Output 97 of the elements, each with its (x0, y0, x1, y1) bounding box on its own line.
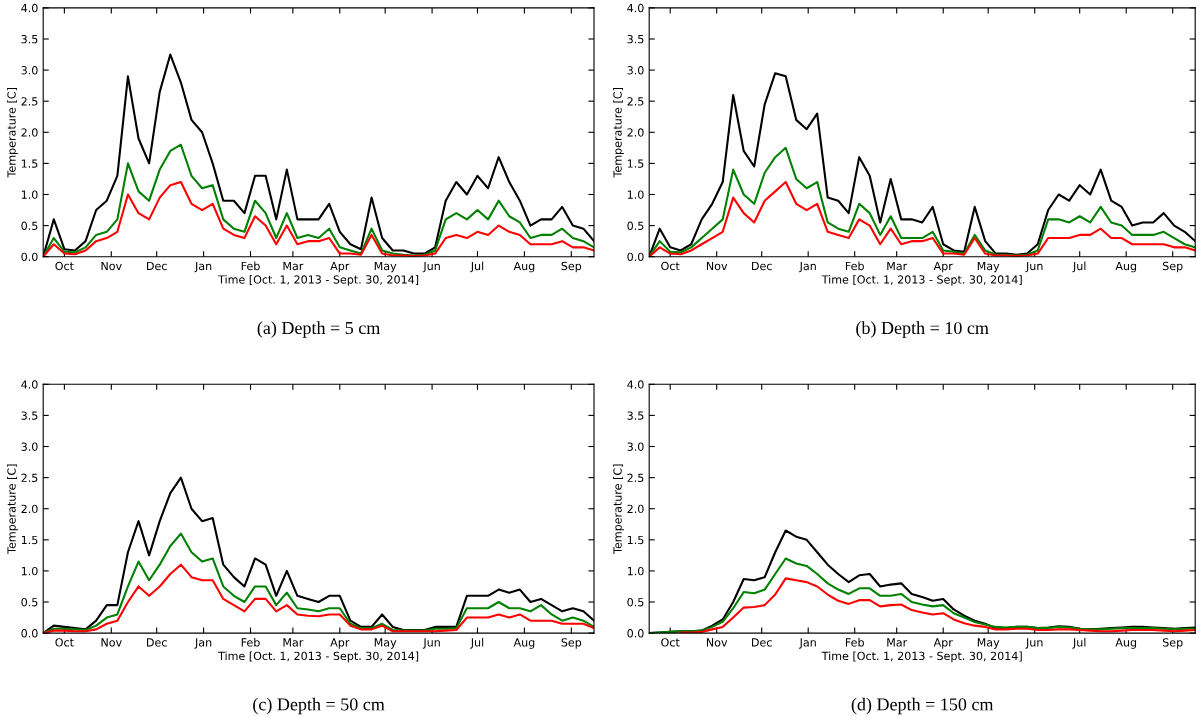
x-tick-label: May (977, 638, 1000, 649)
x-tick-label: May (374, 261, 397, 273)
y-tick-label: 1.5 (627, 159, 644, 168)
x-tick-label: Feb (845, 261, 864, 271)
y-tick-label: 0.5 (21, 597, 38, 607)
x-tick-label: Jan (799, 261, 816, 273)
y-tick-label: 1.0 (627, 190, 644, 199)
y-axis-title: Temperature [C] (613, 464, 624, 554)
x-tick-label: Dec (752, 638, 772, 647)
x-tick-label: Apr (330, 638, 350, 649)
x-tick-label: Apr (933, 261, 953, 273)
y-tick-label: 0.0 (627, 629, 644, 638)
text: (b) Depth = 10 cm (856, 321, 989, 338)
y-tick-label: 1.5 (21, 535, 38, 545)
y-tick-label: 2.0 (21, 128, 38, 137)
y-tick-label: 1.0 (627, 566, 644, 576)
x-tick-label: Apr (933, 638, 953, 649)
x-tick-label: Oct (661, 261, 680, 271)
x-tick-label: Mar (887, 261, 908, 271)
x-tick-label: Jul (470, 637, 484, 649)
x-tick-label: Jul (470, 261, 484, 273)
x-tick-label: Nov (101, 638, 122, 647)
line-series (679, 577, 1196, 634)
x-tick-label: Jan (799, 638, 816, 649)
x-tick-label: Feb (241, 261, 260, 271)
y-axis-title: Temperature [C] (613, 88, 624, 178)
x-tick-label: Nov (706, 261, 728, 271)
y-tick-label: 3.5 (627, 411, 644, 420)
x-tick-label: Sep (1162, 261, 1183, 273)
text: (d) Depth = 150 cm (851, 697, 994, 715)
y-tick-label: 1.0 (21, 566, 38, 576)
x-tick-label: Feb (241, 637, 260, 647)
x-tick-label: Oct (55, 638, 74, 647)
x-tick-label: May (977, 261, 1000, 273)
y-tick-label: 2.5 (627, 97, 644, 106)
x-axis-title: Time [Oct. 1, 2013 - Sept. 30, 2014] (821, 275, 1022, 286)
y-tick-label: 3.0 (627, 66, 644, 75)
x-tick-label: Jul (1072, 637, 1086, 649)
y-tick-label: 0.0 (21, 252, 38, 262)
x-tick-label: Apr (330, 261, 350, 273)
x-tick-label: Aug (1115, 261, 1137, 273)
y-tick-label: 2.5 (627, 473, 644, 482)
x-tick-label: Dec (147, 638, 167, 647)
y-tick-label: 3.5 (21, 411, 38, 420)
x-tick-label: Jan (194, 638, 212, 649)
x-tick-label: Nov (706, 638, 728, 647)
y-tick-label: 0.0 (627, 252, 644, 262)
y-tick-label: 2.5 (21, 97, 38, 106)
x-tick-label: Dec (752, 261, 772, 271)
x-tick-label: Feb (845, 637, 864, 647)
x-tick-label: Sep (561, 638, 582, 649)
y-tick-label: 0.5 (627, 221, 644, 230)
x-tick-label: Sep (561, 261, 582, 273)
y-tick-label: 2.0 (21, 504, 38, 514)
y-tick-label: 0.0 (21, 629, 38, 638)
y-tick-label: 0.5 (627, 597, 644, 607)
x-tick-label: Dec (147, 261, 167, 271)
y-tick-label: 4.0 (21, 3, 38, 13)
x-tick-label: Jun (1025, 261, 1043, 273)
y-tick-label: 3.5 (627, 34, 644, 44)
x-tick-label: Jun (422, 261, 440, 273)
y-tick-label: 1.5 (627, 535, 644, 545)
y-tick-label: 3.0 (21, 442, 38, 451)
x-axis-title: Time [Oct. 1, 2013 - Sept. 30, 2014] (821, 651, 1022, 663)
y-axis-title: Temperature [C] (7, 464, 18, 554)
x-tick-label: Jan (194, 261, 212, 273)
y-tick-label: 4.0 (627, 380, 644, 389)
x-tick-label: Mar (887, 638, 908, 647)
x-tick-label: Aug (513, 261, 535, 273)
x-axis-title: Time [Oct. 1, 2013 - Sept. 30, 2014] (218, 651, 419, 663)
x-tick-label: Jun (422, 638, 440, 649)
y-tick-label: 1.5 (21, 159, 38, 168)
y-tick-label: 2.0 (627, 504, 644, 514)
y-tick-label: 2.5 (21, 473, 38, 482)
x-tick-label: May (374, 638, 397, 649)
y-tick-label: 3.0 (21, 66, 38, 75)
text: (c) Depth = 50 cm (253, 697, 385, 715)
y-tick-label: 3.5 (21, 34, 38, 44)
x-tick-label: Oct (661, 638, 680, 647)
x-tick-label: Aug (513, 638, 535, 649)
y-tick-label: 1.0 (21, 190, 38, 199)
x-tick-label: Mar (283, 638, 304, 647)
y-tick-label: 3.0 (627, 442, 644, 451)
y-axis-title: Temperature [C] (7, 88, 18, 178)
x-tick-label: Jun (1025, 638, 1043, 649)
x-tick-label: Oct (55, 261, 74, 271)
x-tick-label: Sep (1162, 638, 1183, 649)
text: (a) Depth = 5 cm (257, 321, 381, 338)
x-tick-label: Mar (283, 261, 304, 271)
x-tick-label: Aug (1115, 638, 1137, 649)
y-tick-label: 0.5 (21, 221, 38, 230)
x-axis-title: Time [Oct. 1, 2013 - Sept. 30, 2014] (218, 275, 419, 286)
y-tick-label: 4.0 (627, 3, 644, 13)
x-tick-label: Jul (1072, 261, 1086, 273)
y-tick-label: 4.0 (21, 380, 38, 389)
x-tick-label: Nov (101, 261, 122, 271)
y-tick-label: 2.0 (627, 128, 644, 137)
